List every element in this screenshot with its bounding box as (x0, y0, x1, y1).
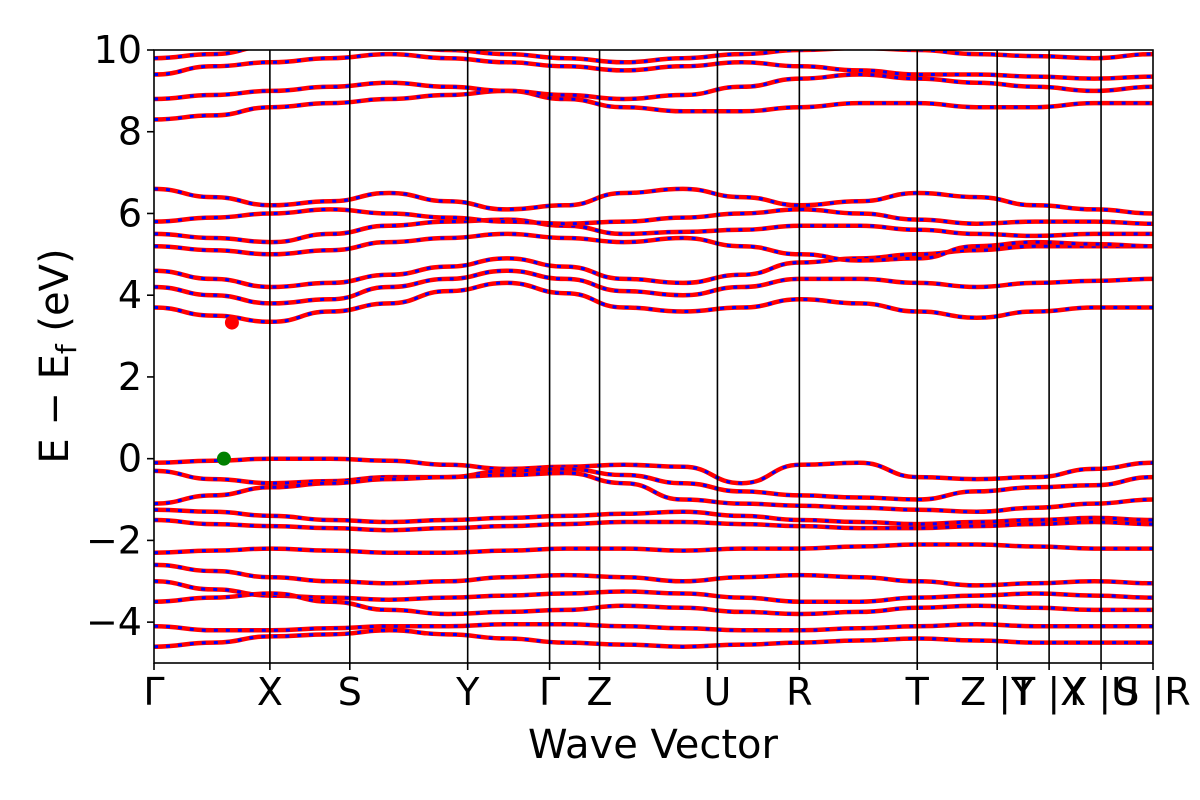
y-axis-label-subscript: f (50, 343, 83, 354)
band-line-1-overlay (154, 457, 1153, 485)
band-line-3-overlay (154, 471, 1153, 514)
x-tick-label-1: Γ (143, 670, 164, 714)
y-tick-label-5: 4 (118, 273, 142, 317)
x-tick-label-3: S (338, 670, 362, 714)
y-axis-label-unit-text: (eV) (32, 248, 78, 331)
band-line-16-overlay (154, 218, 1153, 244)
plot-frame (153, 49, 1154, 664)
band-line-18-overlay (154, 187, 1153, 215)
band-line-19-overlay (154, 89, 1153, 121)
x-tick-label-10: Z |Y (960, 670, 1035, 715)
y-tick-label-3: 0 (118, 437, 142, 481)
y-axis-label-unit (32, 332, 78, 345)
x-tick-label-2: X (257, 670, 283, 714)
x-tick-label-7: U (704, 670, 732, 714)
band-line-17-overlay (154, 207, 1153, 226)
band-line-6-overlay (154, 543, 1153, 555)
x-tick-label-6: Z (587, 670, 613, 714)
x-tick-label-11: T |X (1011, 670, 1086, 715)
y-tick-label-1: −4 (86, 600, 142, 644)
svg-text:E − Ef (eV): E − Ef (eV) (32, 248, 83, 463)
band-line-12 (154, 280, 1153, 325)
x-tick-label-12: Y |U (1062, 670, 1139, 715)
band-lines (154, 50, 1153, 649)
band-line-9-overlay (154, 591, 1153, 616)
y-tick-label-2: −2 (86, 518, 142, 562)
x-tick-label-13: S |R (1115, 670, 1190, 715)
y-tick-label-7: 8 (118, 110, 142, 154)
band-edge-markers (216, 315, 239, 466)
y-tick-label-8: 10 (94, 28, 142, 72)
band-line-15-overlay (154, 232, 1153, 263)
y-axis-label-main: E − E (32, 354, 78, 464)
band-line-5-overlay (154, 518, 1153, 532)
vbm-marker (216, 451, 231, 466)
x-tick-label-8: R (786, 670, 812, 714)
band-line-7-overlay (154, 563, 1153, 587)
high-symmetry-lines (269, 50, 1102, 663)
x-tick-label-4: Y (455, 670, 480, 714)
band-line-14 (154, 243, 1153, 290)
y-tick-label-4: 2 (118, 355, 142, 399)
x-tick-label-5: Γ (539, 670, 560, 714)
x-axis-label: Wave Vector (528, 722, 779, 768)
band-line-10-overlay (154, 622, 1153, 632)
y-tick-label-6: 6 (118, 191, 142, 235)
band-line-8-overlay (154, 579, 1153, 604)
cbm-marker (224, 315, 239, 330)
y-axis-label: E − Ef (eV) (32, 248, 83, 463)
band-line-20-overlay (154, 72, 1153, 101)
band-line-13 (154, 268, 1153, 306)
band-line-4-overlay (154, 508, 1153, 526)
y-axis-ticks: −4 −2 0 2 4 6 8 10 (86, 28, 154, 644)
x-tick-label-9: T (905, 670, 930, 714)
band-line-21-overlay (154, 52, 1153, 81)
band-line-22-overlay (154, 50, 1153, 64)
band-line-11-overlay (154, 628, 1153, 649)
